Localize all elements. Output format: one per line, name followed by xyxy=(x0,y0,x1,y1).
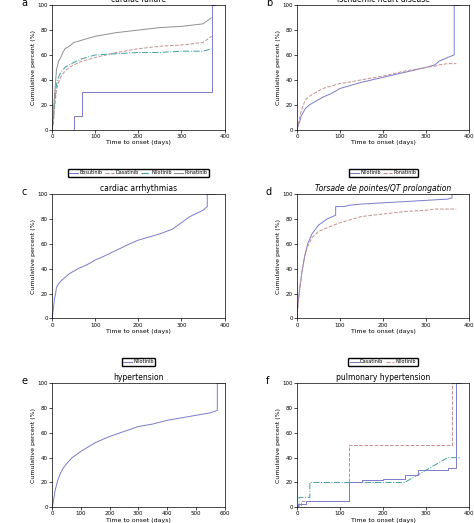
Legend: Dasatinib, Nilotinib: Dasatinib, Nilotinib xyxy=(348,358,418,366)
X-axis label: Time to onset (days): Time to onset (days) xyxy=(106,140,171,145)
Title: Torsade de pointes/QT prolongation: Torsade de pointes/QT prolongation xyxy=(315,184,451,194)
Title: hypertension: hypertension xyxy=(113,373,164,382)
Text: c: c xyxy=(21,187,27,197)
X-axis label: Time to onset (days): Time to onset (days) xyxy=(351,140,416,145)
X-axis label: Time to onset (days): Time to onset (days) xyxy=(106,329,171,334)
Y-axis label: Cumulative percent (%): Cumulative percent (%) xyxy=(276,219,281,294)
Legend: Bosutinib, Dasatinib, Nilotinib, Ponatinib: Bosutinib, Dasatinib, Nilotinib, Ponatin… xyxy=(68,169,209,177)
Text: b: b xyxy=(266,0,272,8)
X-axis label: Time to onset (days): Time to onset (days) xyxy=(351,518,416,523)
Y-axis label: Cumulative percent (%): Cumulative percent (%) xyxy=(31,407,36,483)
Y-axis label: Cumulative percent (%): Cumulative percent (%) xyxy=(276,30,281,105)
X-axis label: Time to onset (days): Time to onset (days) xyxy=(106,518,171,523)
Y-axis label: Cumulative percent (%): Cumulative percent (%) xyxy=(31,30,36,105)
Title: cardiac arrhythmias: cardiac arrhythmias xyxy=(100,184,177,194)
Text: a: a xyxy=(21,0,27,8)
Text: f: f xyxy=(266,376,269,385)
Y-axis label: Cumulative percent (%): Cumulative percent (%) xyxy=(31,219,36,294)
Text: d: d xyxy=(266,187,272,197)
Y-axis label: Cumulative percent (%): Cumulative percent (%) xyxy=(276,407,281,483)
Title: cardiac failure: cardiac failure xyxy=(111,0,166,5)
Legend: Nilotinib, Ponatinib: Nilotinib, Ponatinib xyxy=(348,169,418,177)
Title: pulmonary hypertension: pulmonary hypertension xyxy=(336,373,430,382)
Title: ischaemic heart disease: ischaemic heart disease xyxy=(337,0,429,5)
Text: e: e xyxy=(21,376,27,385)
X-axis label: Time to onset (days): Time to onset (days) xyxy=(351,329,416,334)
Legend: Nilotinib: Nilotinib xyxy=(121,358,155,366)
